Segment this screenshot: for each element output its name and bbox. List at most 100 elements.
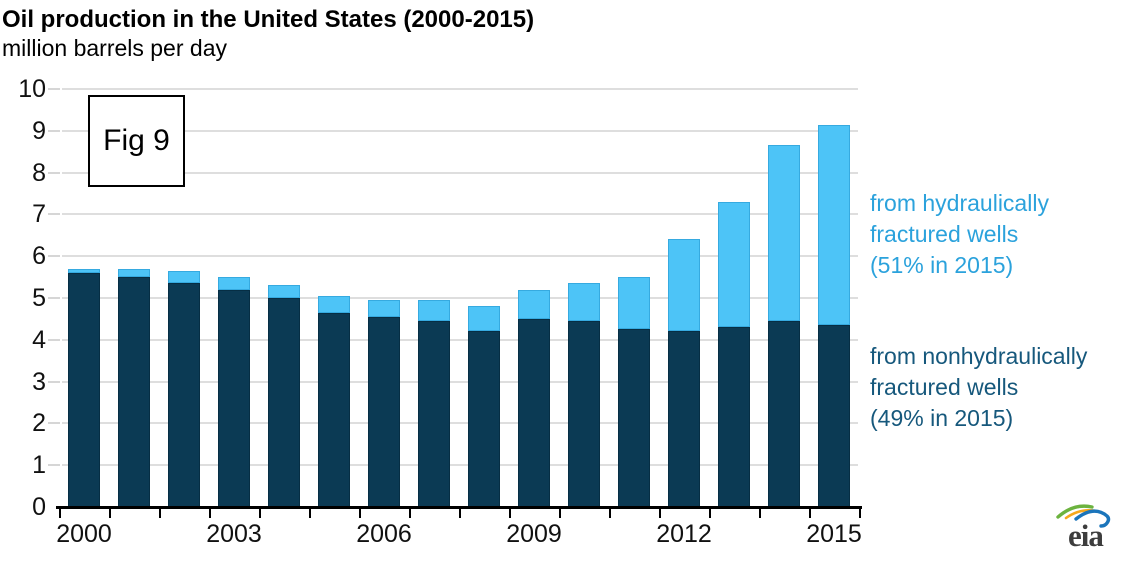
x-axis-label-2003: 2003: [206, 520, 262, 548]
bar-fracked-2015: [818, 124, 850, 326]
bar-fracked-2002: [168, 270, 200, 284]
y-axis-label-4: 4: [32, 325, 46, 354]
bar-nonfracked-2003: [218, 289, 250, 507]
bar-fracked-2011: [618, 277, 650, 330]
chart-subtitle: million barrels per day: [2, 35, 227, 61]
x-tick-9: [509, 509, 511, 518]
gridline-7: [62, 213, 858, 216]
eia-swoosh-icon: [1056, 504, 1111, 528]
y-axis-label-5: 5: [32, 284, 46, 312]
x-tick-2: [159, 509, 161, 518]
gridline-1: [62, 464, 858, 467]
bar-fracked-2007: [418, 300, 450, 321]
x-axis-label-2000: 2000: [56, 520, 112, 548]
bar-fracked-2003: [218, 277, 250, 290]
x-tick-7: [409, 509, 411, 518]
bar-nonfracked-2009: [518, 318, 550, 507]
bar-fracked-2014: [768, 145, 800, 321]
bar-nonfracked-2008: [468, 331, 500, 507]
bar-nonfracked-2004: [268, 298, 300, 507]
bar-fracked-2012: [668, 239, 700, 332]
y-axis-label-7: 7: [32, 200, 46, 229]
gridline-8: [62, 171, 858, 174]
y-axis-label-0: 0: [32, 493, 46, 521]
legend-nonfracked-line3: (49% in 2015): [870, 405, 1014, 431]
gridline-10: [62, 88, 858, 90]
bar-fracked-2013: [718, 201, 750, 328]
chart-title: Oil production in the United States (200…: [2, 6, 535, 33]
y-tick-1: [48, 464, 60, 467]
legend-fracked-line3: (51% in 2015): [870, 252, 1014, 278]
x-tick-1: [109, 509, 111, 518]
x-tick-16: [859, 509, 861, 518]
legend-nonfracked-line2: fractured wells: [870, 374, 1019, 400]
x-axis-label-2006: 2006: [356, 520, 412, 548]
bar-nonfracked-2013: [718, 327, 750, 507]
legend-fracked-line2: fractured wells: [870, 221, 1019, 247]
y-axis-label-2: 2: [32, 409, 46, 438]
bar-fracked-2001: [118, 268, 150, 278]
y-axis-label-3: 3: [32, 367, 46, 396]
y-tick-9: [48, 129, 60, 132]
legend-nonfracked: from nonhydraulically fractured wells (4…: [870, 341, 1120, 434]
y-axis-label-9: 9: [32, 116, 46, 145]
gridline-4: [62, 338, 858, 341]
bar-fracked-2008: [468, 306, 500, 332]
x-tick-13: [709, 509, 711, 518]
x-tick-5: [309, 509, 311, 518]
eia-logo-text: eia: [1068, 518, 1104, 553]
legend-fracked-line1: from hydraulically: [870, 190, 1049, 216]
bar-nonfracked-2000: [68, 272, 100, 507]
bar-nonfracked-2005: [318, 312, 350, 507]
y-tick-2: [48, 422, 60, 425]
gridline-3: [62, 380, 858, 383]
bar-fracked-2005: [318, 295, 350, 313]
y-axis-label-6: 6: [32, 242, 46, 271]
y-tick-5: [48, 297, 60, 299]
bar-nonfracked-2007: [418, 320, 450, 507]
y-axis-label-10: 10: [18, 75, 46, 103]
y-axis-label-8: 8: [32, 158, 46, 187]
bar-fracked-2010: [568, 283, 600, 321]
bar-nonfracked-2014: [768, 320, 800, 507]
fig-label: Fig 9: [103, 124, 170, 157]
legend-nonfracked-line1: from nonhydraulically: [870, 343, 1088, 369]
bar-fracked-2000: [68, 268, 100, 273]
x-axis-label-2012: 2012: [656, 520, 712, 548]
gridline-2: [62, 422, 858, 425]
x-tick-15: [809, 509, 811, 518]
x-axis-label-2015: 2015: [806, 520, 862, 548]
x-tick-4: [259, 509, 261, 518]
x-tick-11: [609, 509, 611, 518]
gridline-5: [62, 297, 858, 299]
x-tick-8: [459, 509, 461, 518]
bar-nonfracked-2010: [568, 320, 600, 507]
y-tick-10: [48, 88, 60, 90]
x-axis-line: [56, 506, 862, 509]
x-tick-14: [759, 509, 761, 518]
bar-nonfracked-2015: [818, 325, 850, 507]
x-tick-6: [359, 509, 361, 518]
x-tick-12: [659, 509, 661, 518]
y-tick-6: [48, 255, 60, 258]
y-tick-8: [48, 171, 60, 174]
bar-fracked-2009: [518, 289, 550, 319]
bar-nonfracked-2011: [618, 329, 650, 507]
bar-nonfracked-2002: [168, 283, 200, 507]
eia-logo: eia: [1046, 498, 1118, 556]
bar-nonfracked-2001: [118, 277, 150, 507]
y-axis-label-1: 1: [32, 451, 46, 480]
gridline-9: [62, 129, 858, 132]
x-axis-label-2009: 2009: [506, 520, 562, 548]
x-tick-3: [209, 509, 211, 518]
x-tick-10: [559, 509, 561, 518]
legend-fracked: from hydraulically fractured wells (51% …: [870, 188, 1120, 281]
y-tick-7: [48, 213, 60, 216]
bar-nonfracked-2006: [368, 316, 400, 507]
x-tick-0: [59, 509, 61, 518]
y-tick-3: [48, 380, 60, 383]
fig-label-box: Fig 9: [88, 95, 185, 187]
bar-fracked-2004: [268, 285, 300, 298]
y-tick-4: [48, 338, 60, 341]
